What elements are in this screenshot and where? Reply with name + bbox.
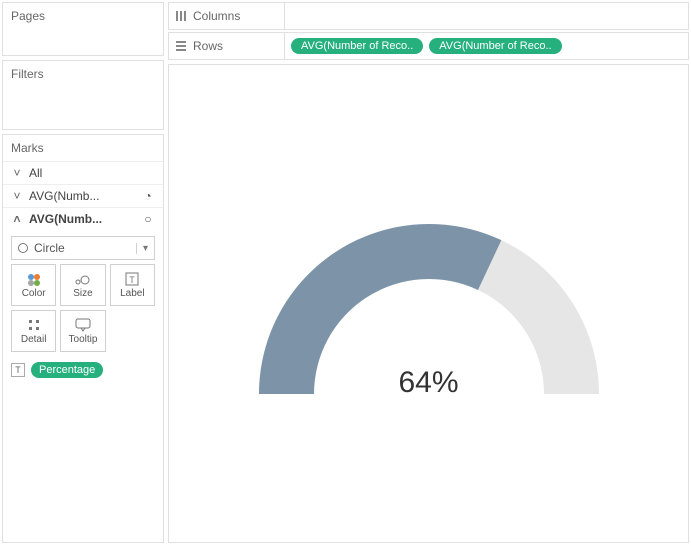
pie-icon: ◔ bbox=[141, 189, 155, 203]
columns-label: Columns bbox=[193, 9, 240, 23]
tooltip-button[interactable]: Tooltip bbox=[60, 310, 105, 352]
label-icon: T bbox=[125, 272, 139, 286]
size-icon bbox=[74, 272, 92, 286]
row-pill-2[interactable]: AVG(Number of Reco.. bbox=[429, 38, 561, 54]
mark-type-select[interactable]: Circle ▾ bbox=[11, 236, 155, 260]
marks-row-avg1[interactable]: ˅ AVG(Numb... ◔ bbox=[3, 184, 163, 207]
color-icon bbox=[26, 272, 42, 286]
circle-icon: ○ bbox=[141, 212, 155, 226]
gauge-chart: 64% bbox=[259, 204, 599, 404]
marks-title: Marks bbox=[3, 135, 163, 161]
color-label: Color bbox=[22, 288, 46, 299]
text-icon: T bbox=[11, 363, 25, 377]
marks-row-label: All bbox=[29, 166, 155, 180]
mark-type-label: Circle bbox=[34, 241, 65, 255]
rows-label: Rows bbox=[193, 39, 223, 53]
marks-pill-row: T Percentage bbox=[3, 358, 163, 386]
gauge-value-label: 64% bbox=[259, 366, 599, 400]
label-button[interactable]: T Label bbox=[110, 264, 155, 306]
marks-row-all[interactable]: ˅ All bbox=[3, 161, 163, 184]
circle-icon bbox=[18, 243, 28, 253]
label-label: Label bbox=[120, 288, 144, 299]
chart-canvas: 64% bbox=[168, 64, 689, 543]
columns-icon bbox=[175, 10, 187, 22]
dropdown-icon: ▾ bbox=[136, 243, 154, 254]
percentage-pill[interactable]: Percentage bbox=[31, 362, 103, 378]
columns-shelf[interactable]: Columns bbox=[168, 2, 689, 30]
chevron-down-icon: ˅ bbox=[11, 166, 23, 180]
detail-button[interactable]: Detail bbox=[11, 310, 56, 352]
svg-text:T: T bbox=[130, 275, 136, 285]
marks-row-label: AVG(Numb... bbox=[29, 189, 135, 203]
tooltip-icon bbox=[75, 318, 91, 332]
filters-panel: Filters bbox=[2, 60, 164, 130]
chevron-down-icon: ˅ bbox=[11, 189, 23, 203]
marks-panel: Marks ˅ All ˅ AVG(Numb... ◔ ˄ AVG(Numb..… bbox=[2, 134, 164, 543]
marks-row-label: AVG(Numb... bbox=[29, 212, 135, 226]
size-button[interactable]: Size bbox=[60, 264, 105, 306]
tooltip-label: Tooltip bbox=[69, 334, 98, 345]
rows-icon bbox=[175, 40, 187, 52]
detail-icon bbox=[27, 318, 41, 332]
color-button[interactable]: Color bbox=[11, 264, 56, 306]
marks-row-avg2[interactable]: ˄ AVG(Numb... ○ bbox=[3, 207, 163, 230]
detail-label: Detail bbox=[21, 334, 47, 345]
pages-title: Pages bbox=[3, 3, 163, 29]
pages-panel: Pages bbox=[2, 2, 164, 56]
rows-shelf[interactable]: Rows AVG(Number of Reco.. AVG(Number of … bbox=[168, 32, 689, 60]
filters-title: Filters bbox=[3, 61, 163, 87]
size-label: Size bbox=[73, 288, 92, 299]
row-pill-1[interactable]: AVG(Number of Reco.. bbox=[291, 38, 423, 54]
chevron-up-icon: ˄ bbox=[11, 212, 23, 226]
